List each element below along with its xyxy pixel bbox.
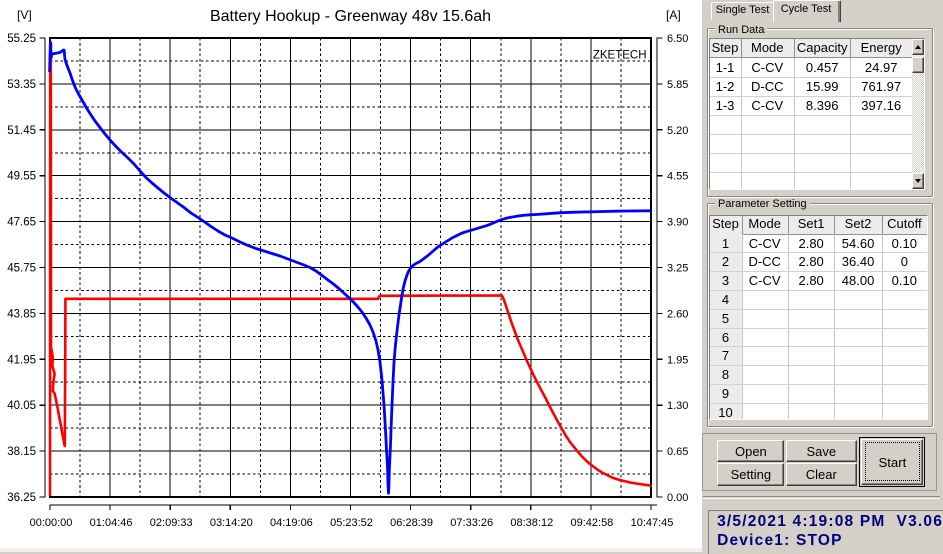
svg-text:08:38:12: 08:38:12 — [510, 517, 553, 529]
svg-text:02:09:33: 02:09:33 — [150, 517, 193, 529]
svg-text:53.35: 53.35 — [7, 79, 36, 91]
svg-text:07:33:26: 07:33:26 — [450, 517, 493, 529]
svg-text:Battery Hookup - Greenway 48v: Battery Hookup - Greenway 48v 15.6ah — [210, 8, 491, 25]
svg-text:51.45: 51.45 — [7, 125, 36, 137]
svg-text:5.20: 5.20 — [667, 125, 688, 137]
svg-text:05:23:52: 05:23:52 — [330, 517, 373, 529]
svg-text:1.30: 1.30 — [667, 400, 688, 412]
svg-text:45.75: 45.75 — [7, 263, 36, 275]
svg-text:00:00:00: 00:00:00 — [30, 517, 73, 529]
svg-text:41.95: 41.95 — [7, 354, 36, 366]
svg-text:3.90: 3.90 — [667, 217, 688, 229]
svg-text:4.55: 4.55 — [667, 171, 688, 183]
svg-text:38.15: 38.15 — [7, 446, 36, 458]
svg-text:01:04:46: 01:04:46 — [90, 517, 133, 529]
svg-text:03:14:20: 03:14:20 — [210, 517, 253, 529]
svg-text:[A]: [A] — [666, 8, 681, 22]
svg-text:ZKETECH: ZKETECH — [593, 50, 647, 62]
svg-text:36.25: 36.25 — [7, 492, 36, 504]
svg-text:3.25: 3.25 — [667, 263, 688, 275]
svg-text:55.25: 55.25 — [7, 33, 36, 45]
svg-text:5.85: 5.85 — [667, 79, 688, 91]
svg-text:09:42:58: 09:42:58 — [570, 517, 613, 529]
svg-text:43.85: 43.85 — [7, 308, 36, 320]
svg-text:0.65: 0.65 — [667, 446, 688, 458]
svg-text:49.55: 49.55 — [7, 171, 36, 183]
svg-text:06:28:39: 06:28:39 — [390, 517, 433, 529]
svg-text:40.05: 40.05 — [7, 400, 36, 412]
svg-text:1.95: 1.95 — [667, 354, 688, 366]
svg-text:47.65: 47.65 — [7, 217, 36, 229]
svg-text:10:47:45: 10:47:45 — [631, 517, 674, 529]
svg-text:04:19:06: 04:19:06 — [270, 517, 313, 529]
svg-text:[V]: [V] — [17, 8, 32, 22]
svg-text:2.60: 2.60 — [667, 308, 688, 320]
svg-text:0.00: 0.00 — [667, 492, 688, 504]
svg-text:6.50: 6.50 — [667, 33, 688, 45]
